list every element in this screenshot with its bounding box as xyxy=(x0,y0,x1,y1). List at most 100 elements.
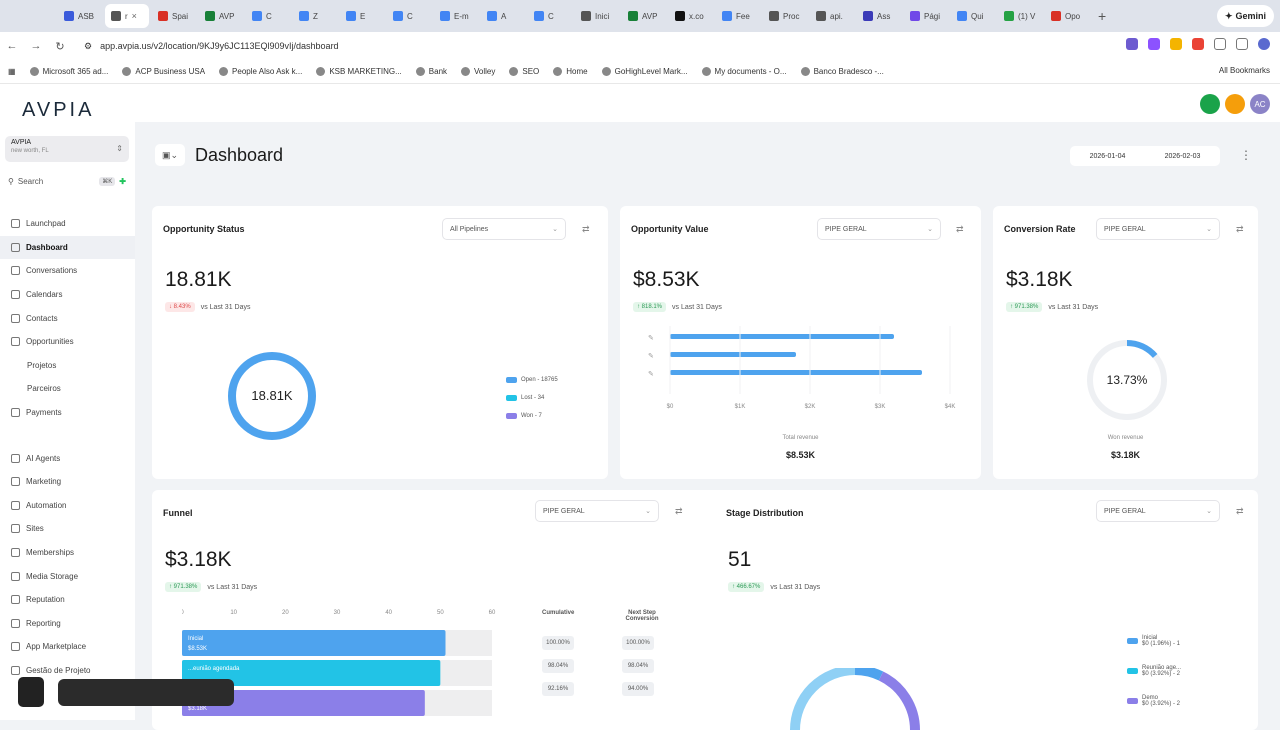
legend-item[interactable]: Inicial $0 (1.96%) - 1 xyxy=(1127,626,1181,656)
value-bar[interactable] xyxy=(670,352,796,357)
value-bar[interactable] xyxy=(670,334,894,339)
bookmark-item[interactable]: ACP Business USA xyxy=(122,67,205,76)
gemini-button[interactable]: ✦ Gemini xyxy=(1216,5,1274,27)
sidebar-item-reputation[interactable]: Reputation xyxy=(0,588,135,612)
browser-tab[interactable]: Pági xyxy=(904,4,948,28)
sidebar-item-dashboard[interactable]: Dashboard xyxy=(0,235,135,260)
screen-recorder-controls[interactable] xyxy=(58,679,234,706)
browser-tab[interactable]: Proc xyxy=(763,4,807,28)
date-range-picker[interactable]: 2026-01-04 2026-02-03 xyxy=(1070,146,1220,166)
sidebar-item-opportunities[interactable]: Opportunities xyxy=(0,330,135,354)
bookmark-item[interactable]: KSB MARKETING... xyxy=(316,67,402,76)
url-text[interactable]: app.avpia.us/v2/location/9KJ9y6JC113EQl9… xyxy=(100,41,339,51)
browser-tab[interactable]: Z xyxy=(293,4,337,28)
donut-segment[interactable] xyxy=(854,668,884,681)
side-panel-icon[interactable] xyxy=(1236,38,1248,50)
bookmark-item[interactable]: GoHighLevel Mark... xyxy=(601,67,688,76)
sidebar-item-calendars[interactable]: Calendars xyxy=(0,283,135,307)
sidebar-item-payments[interactable]: Payments xyxy=(0,401,135,425)
sidebar-item-media-storage[interactable]: Media Storage xyxy=(0,564,135,588)
browser-tab[interactable]: Spai xyxy=(152,4,196,28)
browser-tab[interactable]: E-m xyxy=(434,4,478,28)
funnel-bar[interactable] xyxy=(182,660,441,686)
bookmark-item[interactable]: SEO xyxy=(509,67,539,76)
phone-icon[interactable] xyxy=(1200,94,1220,114)
sidebar-item-parceiros[interactable]: Parceiros xyxy=(0,377,135,401)
address-bar[interactable]: ⚙ app.avpia.us/v2/location/9KJ9y6JC113EQ… xyxy=(84,36,1014,56)
site-info-icon[interactable]: ⚙ xyxy=(84,40,93,51)
pipeline-select[interactable]: PIPE GERAL ⌄ xyxy=(1096,218,1220,240)
pipeline-select[interactable]: All Pipelines ⌄ xyxy=(442,218,566,240)
sidebar-item-memberships[interactable]: Memberships xyxy=(0,541,135,565)
sidebar-item-sites[interactable]: Sites xyxy=(0,517,135,541)
quick-add-icon[interactable]: ✚ xyxy=(119,177,126,186)
browser-tab[interactable]: AVP xyxy=(199,4,243,28)
browser-tab[interactable]: api. xyxy=(810,4,854,28)
swap-icon[interactable]: ⇄ xyxy=(1236,224,1244,234)
legend-item[interactable]: Lost - 34 xyxy=(506,389,558,407)
dashboard-switcher[interactable]: ▣ ⌄ xyxy=(155,144,185,166)
browser-tab[interactable]: r × xyxy=(105,4,149,28)
bookmark-item[interactable]: Microsoft 365 ad... xyxy=(29,67,108,76)
profile-icon[interactable] xyxy=(1258,38,1270,50)
more-options-icon[interactable]: ⋮ xyxy=(1240,148,1252,162)
sidebar-item-reporting[interactable]: Reporting xyxy=(0,612,135,636)
pipeline-select[interactable]: PIPE GERAL ⌄ xyxy=(535,500,659,522)
legend-item[interactable]: Won - 7 xyxy=(506,407,558,425)
browser-tab[interactable]: x.co xyxy=(669,4,713,28)
extension-icon[interactable] xyxy=(1126,38,1138,50)
pipeline-select[interactable]: PIPE GERAL ⌄ xyxy=(1096,500,1220,522)
browser-tab[interactable]: Qui xyxy=(951,4,995,28)
avpia-logo[interactable]: AVPIA xyxy=(22,99,95,121)
browser-tab[interactable]: E xyxy=(340,4,384,28)
legend-item[interactable]: Open - 18765 xyxy=(506,371,558,389)
browser-tab[interactable]: Opo xyxy=(1045,4,1089,28)
apps-grid-icon[interactable]: ▦ xyxy=(8,67,16,76)
date-start[interactable]: 2026-01-04 xyxy=(1089,152,1126,160)
swap-icon[interactable]: ⇄ xyxy=(956,224,964,234)
puzzle-icon[interactable] xyxy=(1214,38,1226,50)
sidebar-item-contacts[interactable]: Contacts xyxy=(0,306,135,330)
browser-tab[interactable]: C xyxy=(387,4,431,28)
legend-item[interactable]: Reunião age... $0 (3.92%) - 2 xyxy=(1127,656,1181,686)
sidebar-item-app-marketplace[interactable]: App Marketplace xyxy=(0,635,135,659)
donut-segment[interactable] xyxy=(790,668,856,730)
donut-segment-open[interactable] xyxy=(228,352,316,440)
sidebar-item-ai-agents[interactable]: AI Agents xyxy=(0,446,135,470)
extension-icon[interactable] xyxy=(1170,38,1182,50)
legend-item[interactable]: Demo $0 (3.92%) - 2 xyxy=(1127,686,1181,716)
browser-tab[interactable]: (1) V xyxy=(998,4,1042,28)
value-bar[interactable] xyxy=(670,370,922,375)
sidebar-item-gest-o-de-projeto[interactable]: Gestão de Projeto xyxy=(0,659,135,683)
browser-tab[interactable]: AVP xyxy=(622,4,666,28)
browser-tab[interactable]: Ass xyxy=(857,4,901,28)
new-tab-button[interactable]: + xyxy=(1098,8,1107,24)
funnel-bar[interactable] xyxy=(182,630,446,656)
funnel-bar[interactable] xyxy=(182,690,425,716)
reload-icon[interactable]: ↻ xyxy=(55,40,65,53)
browser-tab[interactable]: Fee xyxy=(716,4,760,28)
bookmark-item[interactable]: People Also Ask k... xyxy=(219,67,302,76)
back-icon[interactable]: ← xyxy=(6,40,18,52)
bookmark-item[interactable]: Banco Bradesco -... xyxy=(800,67,884,76)
user-avatar[interactable]: AC xyxy=(1250,94,1270,114)
bookmark-item[interactable]: Bank xyxy=(415,67,447,76)
notification-icon[interactable] xyxy=(1225,94,1245,114)
date-end[interactable]: 2026-02-03 xyxy=(1164,152,1201,160)
donut-segment[interactable] xyxy=(878,671,920,730)
browser-tab[interactable]: C xyxy=(528,4,572,28)
bookmark-item[interactable]: Volley xyxy=(461,67,495,76)
browser-tab[interactable]: A xyxy=(481,4,525,28)
account-switcher[interactable]: AVPIA new worth, FL ⇕ xyxy=(5,136,129,162)
browser-tab[interactable]: Inici xyxy=(575,4,619,28)
forward-icon[interactable]: → xyxy=(30,40,42,52)
swap-icon[interactable]: ⇄ xyxy=(675,506,683,516)
all-bookmarks[interactable]: All Bookmarks xyxy=(1218,66,1270,75)
sidebar-item-launchpad[interactable]: Launchpad xyxy=(0,212,135,236)
bookmark-item[interactable]: Home xyxy=(553,67,588,76)
sidebar-item-projetos[interactable]: Projetos xyxy=(0,354,135,378)
extension-icon[interactable] xyxy=(1192,38,1204,50)
swap-icon[interactable]: ⇄ xyxy=(1236,506,1244,516)
sidebar-item-automation[interactable]: Automation xyxy=(0,494,135,518)
close-tab-icon[interactable]: × xyxy=(131,11,137,21)
